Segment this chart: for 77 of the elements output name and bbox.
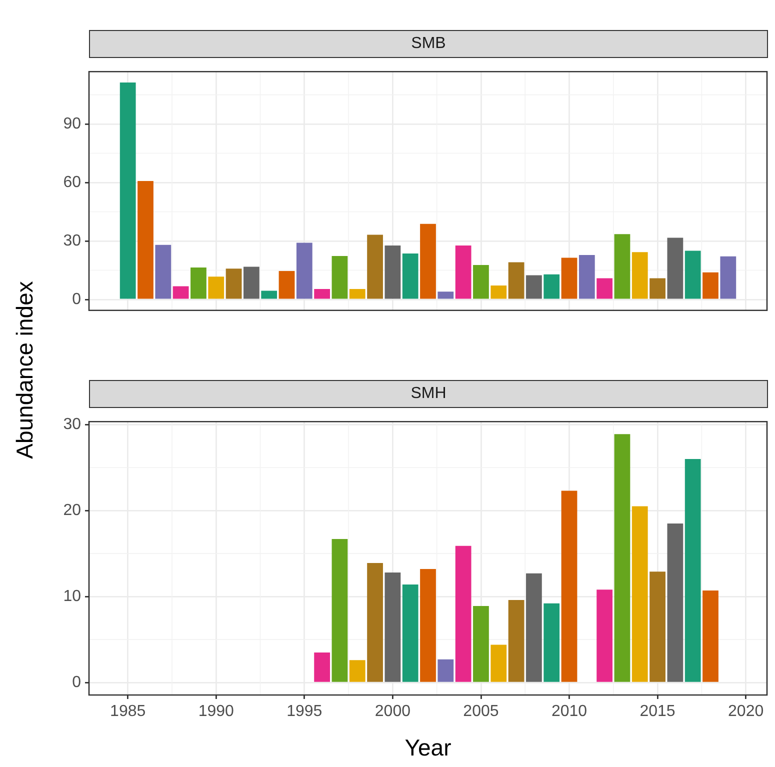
bar: [578, 255, 595, 299]
bar: [226, 268, 242, 299]
y-tick-label: 90: [63, 115, 82, 132]
bar: [349, 288, 366, 299]
y-tick-label: 0: [72, 290, 82, 308]
x-tick-label: 2020: [728, 703, 764, 720]
bar: [190, 268, 206, 299]
bar: [650, 572, 666, 682]
bar: [314, 652, 330, 682]
y-tick-label: 20: [63, 502, 82, 519]
bar: [702, 590, 718, 682]
chart-title: SMB: [89, 30, 768, 58]
bar: [632, 506, 648, 682]
bar: [614, 434, 630, 682]
bar: [420, 569, 436, 682]
bar: [332, 256, 348, 299]
bar: [402, 253, 418, 299]
bar: [702, 272, 718, 299]
bar: [544, 603, 560, 682]
bar: [614, 234, 630, 299]
bar: [384, 572, 401, 682]
y-axis-title: Abundance index: [12, 281, 38, 459]
x-tick-label: 2015: [640, 703, 676, 720]
bar: [720, 256, 736, 299]
bar: [473, 606, 489, 682]
bar: [667, 523, 684, 682]
bar: [650, 278, 666, 299]
bar: [526, 275, 542, 299]
bar: [172, 286, 189, 299]
bar: [490, 644, 507, 682]
bar: [596, 590, 613, 682]
y-tick-label: 10: [63, 588, 82, 605]
bar: [561, 490, 578, 682]
bar: [455, 245, 472, 299]
x-tick-label: 2005: [463, 703, 499, 720]
bar: [473, 264, 489, 299]
bar: [314, 288, 330, 299]
bar: [508, 262, 524, 299]
x-tick-label: 1990: [198, 703, 234, 720]
bar: [367, 234, 383, 299]
bar: [296, 242, 312, 299]
bar: [243, 266, 260, 299]
y-tick-label: 0: [72, 674, 82, 691]
bar: [208, 276, 224, 299]
bar: [155, 244, 172, 299]
bar: [684, 459, 701, 682]
bar: [632, 252, 648, 299]
bar: [138, 180, 154, 299]
bar: [455, 546, 472, 682]
bar: [420, 224, 436, 299]
x-tick-label: 1985: [110, 703, 146, 720]
bar: [278, 271, 295, 299]
y-tick-label: 30: [63, 232, 82, 250]
bar: [490, 285, 507, 299]
bar: [349, 660, 366, 682]
bar: [667, 238, 684, 299]
chart-title: SMH: [89, 380, 768, 408]
bar: [438, 292, 454, 299]
bar: [438, 659, 454, 682]
bar: [367, 563, 383, 682]
x-tick-label: 2010: [551, 703, 588, 720]
x-tick-label: 2000: [374, 703, 411, 720]
bar: [544, 274, 560, 299]
bar: [332, 538, 348, 682]
bar: [684, 250, 701, 299]
x-axis-title: Year: [404, 734, 452, 761]
bar: [402, 584, 418, 682]
bar: [561, 258, 578, 299]
x-tick-label: 1995: [286, 703, 322, 720]
bar: [508, 600, 524, 682]
bar: [120, 82, 136, 299]
bar: [384, 245, 401, 299]
y-tick-label: 30: [63, 416, 82, 434]
bar: [261, 290, 278, 299]
bar: [596, 278, 613, 299]
bar: [526, 573, 542, 682]
y-tick-label: 60: [63, 174, 82, 191]
